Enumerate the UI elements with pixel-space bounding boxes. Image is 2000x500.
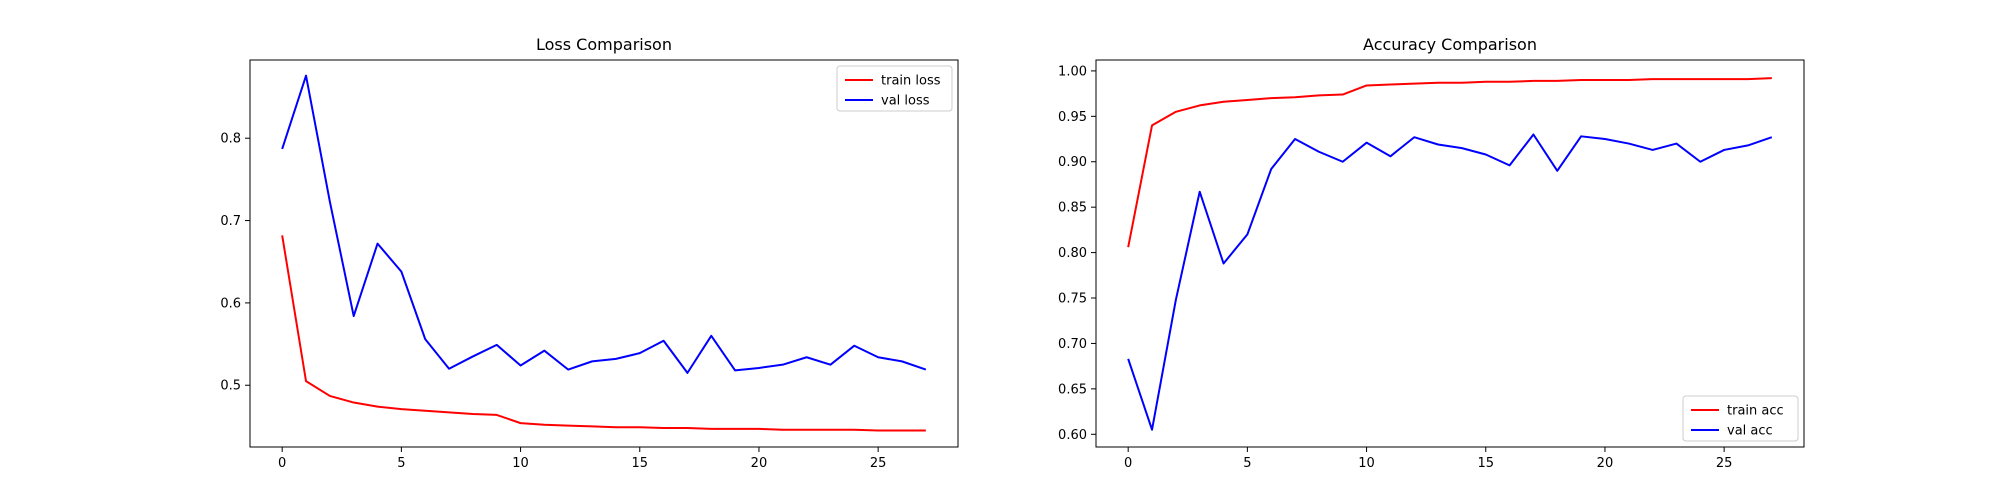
series-line-train-acc xyxy=(1127,77,1772,248)
y-tick-label: 0.95 xyxy=(1058,110,1087,125)
y-tick-label: 0.75 xyxy=(1058,292,1087,307)
y-tick-label: 0.90 xyxy=(1058,155,1087,170)
x-tick-label: 5 xyxy=(397,456,405,471)
x-tick-label: 25 xyxy=(870,456,887,471)
x-tick-label: 15 xyxy=(631,456,648,471)
y-tick-label: 0.5 xyxy=(220,379,241,394)
x-tick-label: 0 xyxy=(1124,456,1132,471)
loss-comparison-chart: Loss Comparison 0 5 10 15 20 25 0.5 0.6 0.7 0.8 tra… xyxy=(220,35,959,471)
y-tick-label: 0.8 xyxy=(220,132,241,147)
series-line-val-acc xyxy=(1127,133,1773,431)
y-tick-label: 0.60 xyxy=(1058,428,1087,443)
legend-label: val loss xyxy=(881,94,930,109)
y-tick-label: 0.65 xyxy=(1058,382,1087,397)
chart-title: Loss Comparison xyxy=(536,35,672,54)
x-tick-label: 10 xyxy=(512,456,529,471)
y-tick-label: 0.80 xyxy=(1058,246,1087,261)
plot-frame xyxy=(1095,59,1805,448)
x-tick-label: 20 xyxy=(1597,456,1614,471)
x-tick-label: 20 xyxy=(751,456,768,471)
x-tick-label: 15 xyxy=(1477,456,1494,471)
series-line-val-loss xyxy=(281,74,927,374)
y-tick-label: 1.00 xyxy=(1058,64,1087,79)
series-line-train-loss xyxy=(281,235,926,432)
x-tick-label: 0 xyxy=(278,456,286,471)
legend-label: train acc xyxy=(1727,404,1784,419)
y-tick-label: 0.7 xyxy=(220,214,241,229)
y-tick-label: 0.70 xyxy=(1058,337,1087,352)
legend-label: val acc xyxy=(1727,424,1773,439)
plot-frame xyxy=(249,59,959,448)
y-tick-label: 0.6 xyxy=(220,296,241,311)
x-tick-label: 25 xyxy=(1716,456,1733,471)
chart-title: Accuracy Comparison xyxy=(1363,35,1537,54)
legend: train acc val acc xyxy=(1682,395,1799,442)
y-tick-label: 0.85 xyxy=(1058,201,1087,216)
x-tick-label: 5 xyxy=(1243,456,1251,471)
legend-label: train loss xyxy=(881,74,941,89)
legend: train loss val loss xyxy=(836,65,953,112)
x-tick-label: 10 xyxy=(1358,456,1375,471)
accuracy-comparison-chart: Accuracy Comparison 0 5 10 15 20 25 0.60 0.65 0.7… xyxy=(1058,35,1805,471)
